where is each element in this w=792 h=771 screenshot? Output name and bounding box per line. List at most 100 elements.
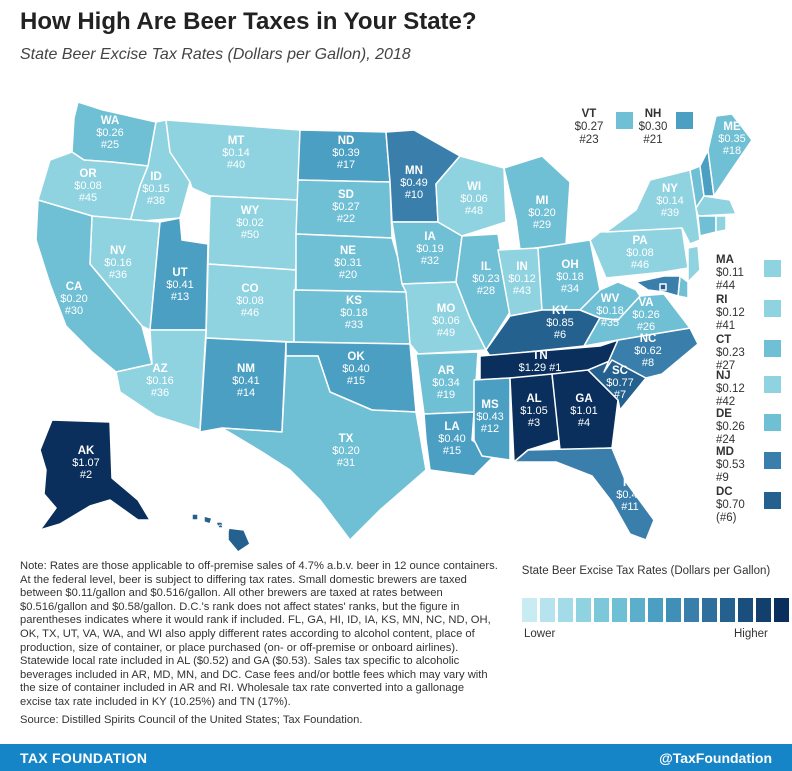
state-rank: #40	[227, 159, 245, 171]
state-MD[interactable]	[635, 275, 681, 297]
state-raterank: $1.29 #1	[519, 362, 562, 374]
state-rate: $0.35	[718, 133, 746, 145]
state-rate: $0.16	[104, 257, 132, 269]
state-abbr: ME	[723, 121, 741, 133]
state-rate: $0.08	[236, 295, 264, 307]
state-abbr: AZ	[152, 363, 167, 375]
state-abbr: MI	[536, 195, 549, 207]
state-rate: $0.48	[616, 489, 644, 501]
callout-rate: $0.23	[716, 347, 745, 359]
state-GA[interactable]	[551, 369, 619, 451]
state-label-ID: ID$0.15#38	[142, 171, 170, 207]
state-label-OR: OR$0.08#45	[74, 168, 102, 204]
state-rate: $0.85	[546, 317, 574, 329]
state-label-SC: SC$0.77#7	[606, 365, 634, 401]
callout-rate: $0.30	[638, 121, 668, 133]
callout-label: VT	[581, 108, 597, 120]
state-abbr: NV	[110, 245, 126, 257]
callout-rank: #24	[716, 434, 736, 446]
state-CT[interactable]	[697, 215, 717, 237]
legend-swatch	[648, 598, 663, 622]
state-rank: #39	[661, 207, 679, 219]
state-WV[interactable]	[579, 281, 641, 321]
state-abbr: KS	[346, 295, 362, 307]
state-label-MO: MO$0.06#49	[432, 303, 460, 339]
legend-high-label: Higher	[734, 628, 768, 640]
state-MS[interactable]	[473, 377, 511, 461]
state-abbr: VA	[638, 297, 653, 309]
source-note: Source: Distilled Spirits Council of the…	[20, 714, 363, 726]
callout-rank: #42	[716, 396, 736, 408]
state-NJ[interactable]	[687, 245, 701, 283]
state-RI[interactable]	[715, 215, 727, 233]
legend-swatch	[684, 598, 699, 622]
state-HI[interactable]	[191, 513, 251, 553]
state-MA[interactable]	[695, 195, 737, 217]
state-label-OK: OK$0.40#15	[342, 351, 370, 387]
state-rate: $1.07	[72, 457, 100, 469]
state-label-AR: AR$0.34#19	[432, 365, 460, 401]
state-abbr: TN	[532, 350, 547, 362]
state-rank: #30	[65, 305, 83, 317]
state-rank: #7	[614, 389, 626, 401]
state-rate: $0.02	[236, 217, 264, 229]
state-rank: #3	[528, 417, 540, 429]
state-rank: #31	[337, 457, 355, 469]
state-rate: $0.16	[146, 375, 174, 387]
state-rank: #46	[631, 259, 649, 271]
state-abbr: MT	[228, 135, 245, 147]
state-abbr: OR	[79, 168, 97, 180]
state-rate: $0.40	[342, 363, 370, 375]
callout-label: CT	[716, 334, 732, 346]
state-abbr: WA	[101, 115, 120, 127]
state-label-SD: SD$0.27#22	[332, 189, 360, 225]
state-rate: $0.06	[432, 315, 460, 327]
state-FL[interactable]	[513, 447, 655, 541]
state-rate: $0.62	[634, 345, 662, 357]
state-rate: $0.15	[142, 183, 170, 195]
state-rank: #19	[437, 389, 455, 401]
state-rank: #11	[621, 501, 639, 513]
legend-swatch	[756, 598, 771, 622]
state-abbr: CO	[241, 283, 258, 295]
state-rate: $0.26	[96, 127, 124, 139]
state-DC[interactable]	[659, 283, 667, 291]
state-label-VA: VA$0.26#26	[632, 297, 660, 333]
callout-MA: MA $0.11 #44	[716, 254, 781, 293]
footer-brand: TAX FOUNDATION	[20, 750, 148, 766]
state-ME[interactable]	[707, 113, 753, 197]
callout-rate: $0.53	[716, 459, 745, 471]
callout-NJ: NJ $0.12 #42	[716, 370, 781, 409]
callout-label: MD	[716, 446, 734, 458]
state-AK[interactable]	[39, 419, 151, 531]
callout-label: NH	[644, 108, 662, 120]
legend-swatch	[540, 598, 555, 622]
state-abbr: NE	[340, 245, 356, 257]
state-label-OH: OH$0.18#34	[556, 259, 584, 295]
state-WI[interactable]	[435, 155, 507, 237]
state-rate: $0.31	[334, 257, 362, 269]
state-TX[interactable]	[221, 355, 427, 541]
state-rate: $0.20	[60, 293, 88, 305]
state-rate: $0.39	[332, 147, 360, 159]
state-rank: #35	[601, 317, 619, 329]
state-label-GA: GA$1.01#4	[570, 393, 598, 429]
state-label-AZ: AZ$0.16#36	[146, 363, 174, 399]
state-AL[interactable]	[509, 373, 561, 463]
state-rank: #22	[337, 213, 355, 225]
state-abbr: GA	[575, 393, 592, 405]
state-abbr: NC	[640, 333, 657, 345]
state-rank: #28	[477, 285, 495, 297]
state-rank: #4	[578, 417, 590, 429]
callout-rank: (#6)	[716, 512, 737, 524]
state-abbr: KY	[552, 305, 568, 317]
state-rank: #13	[171, 291, 189, 303]
state-rank: #32	[421, 255, 439, 267]
state-rate: $0.18	[596, 305, 624, 317]
state-label-NY: NY$0.14#39	[656, 183, 684, 219]
state-abbr: ND	[338, 135, 355, 147]
state-rate: $0.14	[222, 147, 250, 159]
state-abbr: UT	[172, 267, 187, 279]
state-rate: $0.41	[166, 279, 194, 291]
footer-handle[interactable]: @TaxFoundation	[659, 750, 772, 766]
